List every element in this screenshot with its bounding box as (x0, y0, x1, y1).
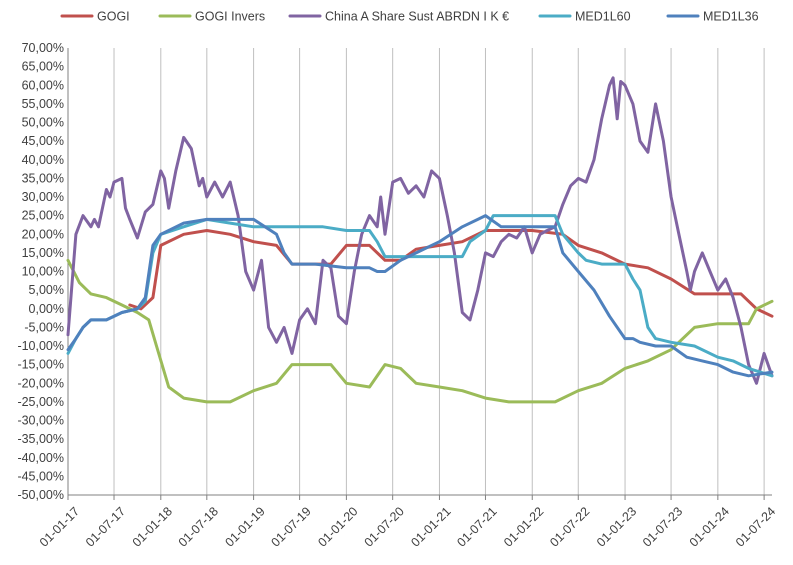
axes: 01-01-17 01-07-17 01-01-18 01-07-18 01-01-19… (17, 41, 778, 550)
x-tick-label: 01-01-19 (223, 504, 268, 549)
legend: GOGI GOGI Invers China A Share Sust ABRDN … (60, 10, 759, 24)
y-tick-label: 60,00% (22, 78, 64, 92)
series-line-2 (66, 76, 774, 385)
grid-lines (67, 48, 765, 495)
legend-label: MED1L60 (575, 10, 631, 24)
x-tick-label: 01-01-24 (687, 504, 732, 549)
x-tick-label: 01-01-20 (315, 504, 360, 549)
y-tick-label: 5,00% (29, 283, 64, 297)
series-line-4 (66, 214, 774, 378)
legend-label: GOGI Invers (195, 10, 265, 24)
legend-label: GOGI (97, 10, 130, 24)
x-tick-label: 01-07-17 (83, 504, 128, 549)
y-tick-label: -45,00% (17, 469, 64, 483)
y-tick-label: 0,00% (29, 302, 64, 316)
y-tick-label: 65,00% (22, 60, 64, 74)
y-tick-label: -40,00% (17, 451, 64, 465)
x-tick-label: 01-01-23 (594, 504, 639, 549)
series-line-1 (66, 258, 774, 404)
y-tick-label: -35,00% (17, 432, 64, 446)
y-tick-label: 10,00% (22, 265, 64, 279)
series-line-0 (128, 229, 774, 318)
y-tick-label: -25,00% (17, 395, 64, 409)
y-tick-label: -50,00% (17, 488, 64, 502)
x-tick-label: 01-07-22 (547, 504, 592, 549)
legend-label: China A Share Sust ABRDN I K € (325, 10, 509, 24)
y-tick-label: 70,00% (22, 41, 64, 55)
y-tick-label: 40,00% (22, 153, 64, 167)
x-tick-label: 01-07-18 (176, 504, 221, 549)
x-tick-label: 01-07-20 (362, 504, 407, 549)
y-tick-label: 55,00% (22, 97, 64, 111)
y-tick-label: 30,00% (22, 190, 64, 204)
y-tick-label: 45,00% (22, 134, 64, 148)
y-tick-label: -15,00% (17, 358, 64, 372)
x-tick-label: 01-07-24 (733, 504, 778, 549)
y-tick-label: -30,00% (17, 414, 64, 428)
y-tick-label: 35,00% (22, 171, 64, 185)
y-tick-label: -10,00% (17, 339, 64, 353)
x-tick-label: 01-01-18 (130, 504, 175, 549)
x-tick-label: 01-01-21 (408, 504, 453, 549)
legend-label: MED1L36 (703, 10, 759, 24)
x-tick-label: 01-07-19 (269, 504, 314, 549)
y-tick-label: 15,00% (22, 246, 64, 260)
x-tick-label: 01-01-22 (501, 504, 546, 549)
series-lines (66, 76, 774, 404)
x-tick-label: 01-07-21 (454, 504, 499, 549)
x-tick-label: 01-01-17 (37, 504, 82, 549)
y-tick-label: -5,00% (24, 320, 64, 334)
y-tick-label: 20,00% (22, 227, 64, 241)
y-tick-label: 25,00% (22, 209, 64, 223)
x-tick-label: 01-07-23 (640, 504, 685, 549)
y-tick-label: 50,00% (22, 116, 64, 130)
y-tick-label: -20,00% (17, 376, 64, 390)
